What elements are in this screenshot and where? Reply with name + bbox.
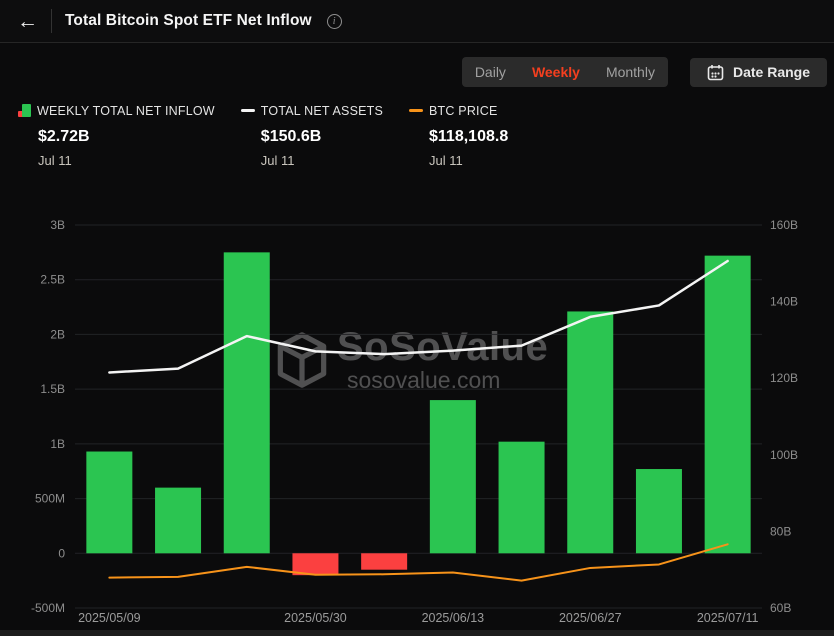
left-axis-tick: 1.5B — [40, 382, 65, 396]
orange-line-icon — [409, 109, 424, 112]
right-axis-tick: 120B — [770, 371, 798, 385]
info-icon[interactable]: i — [326, 13, 342, 29]
legend-date: Jul 11 — [429, 153, 463, 168]
legend-value: $150.6B — [260, 128, 322, 145]
header: ← Total Bitcoin Spot ETF Net Inflow i — [0, 0, 834, 43]
date-range-label: Date Range — [732, 64, 810, 80]
left-axis-tick: 0 — [58, 546, 65, 560]
legend-item-net-inflow[interactable]: WEEKLY TOTAL NET INFLOW $2.72B Jul 11 — [18, 103, 215, 168]
legend-item-btc-price[interactable]: BTC PRICE $118,108.8 Jul 11 — [409, 103, 508, 168]
date-range-button[interactable]: Date Range — [689, 57, 827, 87]
legend-value: $2.72B — [38, 128, 90, 145]
inflow-bar-positive[interactable] — [155, 487, 202, 554]
legend-label: WEEKLY TOTAL NET INFLOW — [37, 103, 215, 118]
right-axis-tick: 60B — [770, 601, 791, 615]
page-title: Total Bitcoin Spot ETF Net Inflow — [65, 12, 312, 29]
left-axis-tick: 500M — [35, 492, 65, 506]
legend: WEEKLY TOTAL NET INFLOW $2.72B Jul 11 TO… — [18, 103, 508, 168]
inflow-bar-positive[interactable] — [704, 255, 751, 554]
legend-date: Jul 11 — [260, 153, 295, 168]
inflow-bar-positive[interactable] — [429, 400, 476, 554]
tab-monthly[interactable]: Monthly — [593, 57, 668, 87]
btc-price-line[interactable] — [108, 543, 729, 582]
x-axis-tick: 2025/07/11 — [697, 611, 759, 625]
inflow-bar-positive[interactable] — [498, 441, 545, 554]
left-axis-tick: 2B — [50, 327, 65, 341]
tab-weekly[interactable]: Weekly — [519, 57, 593, 87]
white-line-icon — [240, 109, 255, 112]
footer-strip — [0, 630, 834, 636]
left-axis-tick: 1B — [50, 437, 65, 451]
x-axis-tick: 2025/06/13 — [422, 611, 485, 625]
legend-label: BTC PRICE — [429, 103, 498, 118]
right-axis-tick: 80B — [770, 524, 791, 538]
net-assets-line[interactable] — [108, 259, 729, 374]
controls-row: Daily Weekly Monthly Date Range — [461, 57, 827, 87]
inflow-bar-positive[interactable] — [86, 451, 133, 554]
inflow-bar-negative[interactable] — [361, 553, 408, 570]
right-axis-tick: 140B — [770, 295, 798, 309]
left-axis-tick: -500M — [31, 601, 65, 615]
legend-date: Jul 11 — [38, 153, 72, 168]
legend-item-net-assets[interactable]: TOTAL NET ASSETS $150.6B Jul 11 — [240, 103, 384, 168]
x-axis-tick: 2025/06/27 — [559, 611, 622, 625]
legend-value: $118,108.8 — [429, 128, 509, 145]
chart-area: SoSoValue sosovalue.com 3B 2.5B 2B 1.5B 1B 50… — [0, 205, 834, 636]
header-divider — [51, 9, 52, 33]
period-toggle: Daily Weekly Monthly — [461, 57, 668, 87]
back-button[interactable]: ← — [17, 9, 38, 33]
left-axis-tick: 2.5B — [40, 273, 65, 287]
inflow-bars-icon — [18, 104, 31, 117]
inflow-bar-negative[interactable] — [292, 553, 339, 576]
right-axis-tick: 160B — [770, 218, 798, 232]
inflow-bar-positive[interactable] — [223, 252, 270, 554]
x-axis-tick: 2025/05/30 — [284, 611, 347, 625]
tab-daily[interactable]: Daily — [462, 57, 519, 87]
inflow-bar-positive[interactable] — [635, 469, 682, 554]
right-axis-tick: 100B — [770, 448, 798, 462]
calendar-icon — [707, 64, 724, 80]
legend-label: TOTAL NET ASSETS — [260, 103, 384, 118]
combo-chart[interactable]: 3B 2.5B 2B 1.5B 1B 500M 0 -500M 160B 140B 120B 100B… — [0, 205, 834, 636]
left-axis-tick: 3B — [50, 218, 65, 232]
inflow-bar-positive[interactable] — [567, 311, 614, 554]
x-axis-tick: 2025/05/09 — [78, 611, 141, 625]
